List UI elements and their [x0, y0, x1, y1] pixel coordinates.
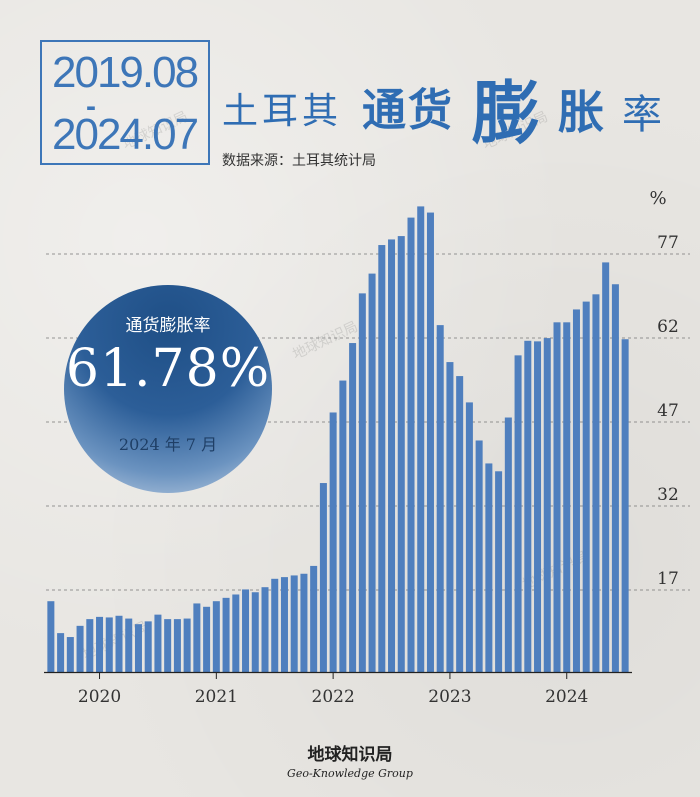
inflation-bar [475, 440, 483, 672]
title-part-swell: 胀 [558, 85, 604, 139]
inflation-bar [358, 293, 366, 672]
inflation-bar [465, 402, 473, 672]
inflation-bar [339, 380, 347, 672]
inflation-bar [105, 617, 113, 672]
inflation-bar [495, 471, 503, 672]
inflation-bar [212, 601, 220, 672]
title-part-rate: 率 [622, 92, 662, 138]
inflation-bar [261, 587, 269, 672]
inflation-bar [582, 301, 590, 672]
inflation-bar [57, 633, 65, 672]
inflation-bar [329, 412, 337, 672]
inflation-bar [397, 236, 405, 672]
inflation-bar [407, 217, 415, 672]
inflation-bar [47, 601, 55, 672]
inflation-bar [125, 618, 133, 672]
inflation-bar [456, 376, 464, 672]
inflation-bar [534, 341, 542, 672]
inflation-bar [611, 284, 619, 672]
inflation-bar [154, 614, 162, 672]
badge-value: 61.78% [65, 339, 271, 399]
inflation-bar [572, 309, 580, 672]
inflation-bar [543, 338, 551, 672]
inflation-bar [251, 592, 259, 672]
inflation-bar [388, 239, 396, 672]
y-tick-label: 17 [657, 569, 679, 589]
footer-brand: 地球知识局 [307, 745, 393, 765]
date-range-box: 2019.08 - 2024.07 [40, 40, 210, 165]
x-tick-label: 2023 [428, 687, 471, 707]
date-start: 2019.08 [52, 48, 199, 97]
inflation-bar [563, 322, 571, 672]
x-tick-label: 2021 [195, 687, 238, 707]
inflation-bar [115, 615, 123, 672]
inflation-bar [592, 294, 600, 672]
y-unit-label: % [649, 188, 666, 209]
inflation-bar [349, 343, 357, 672]
inflation-bar [524, 340, 532, 672]
x-tick-label: 2020 [78, 687, 121, 707]
inflation-bar [436, 325, 444, 672]
inflation-bar [319, 483, 327, 672]
inflation-bar [173, 619, 181, 672]
inflation-bar [310, 565, 318, 672]
inflation-bar [193, 603, 201, 672]
inflation-bar [144, 621, 152, 672]
inflation-bar [621, 339, 629, 672]
inflation-bar [446, 362, 454, 672]
inflation-bar [96, 616, 104, 672]
inflation-bar [553, 322, 561, 672]
inflation-bar [271, 578, 279, 672]
inflation-bar [602, 262, 610, 672]
inflation-bar [368, 273, 376, 672]
badge-title: 通货膨胀率 [125, 316, 211, 336]
inflation-bar [222, 597, 230, 672]
inflation-bar [86, 619, 94, 672]
latest-value-badge: 通货膨胀率 61.78% 2024 年 7 月 [64, 285, 272, 493]
footer: 地球知识局 Geo-Knowledge Group [0, 740, 700, 780]
inflation-bar [417, 206, 425, 672]
inflation-bar [76, 625, 84, 672]
date-dash: - [86, 90, 96, 123]
date-end: 2024.07 [52, 110, 199, 159]
x-tick-label: 2024 [545, 687, 588, 707]
y-tick-label: 77 [657, 233, 679, 253]
inflation-bar [232, 594, 240, 672]
inflation-bar [504, 417, 512, 672]
inflation-bar [514, 355, 522, 672]
title-part-currency: 通货 [362, 85, 454, 136]
inflation-bar [300, 573, 308, 672]
inflation-bar [378, 245, 386, 673]
inflation-bar [164, 619, 172, 672]
footer-brand-en: Geo-Knowledge Group [287, 767, 413, 780]
y-tick-label: 47 [657, 401, 679, 421]
inflation-bar [134, 624, 142, 672]
x-tick-label: 2022 [312, 687, 355, 707]
y-tick-label: 32 [657, 485, 679, 505]
inflation-bar [183, 618, 191, 672]
title-part-inflate: 膨 [472, 74, 541, 154]
chart-title: 土耳其 通货 膨 胀 率 [222, 66, 692, 156]
inflation-bar [485, 463, 493, 672]
inflation-bar [203, 606, 211, 672]
data-source: 数据来源：土耳其统计局 [222, 153, 376, 169]
inflation-bar [242, 589, 250, 672]
badge-date: 2024 年 7 月 [118, 435, 218, 454]
inflation-bar [290, 575, 298, 672]
title-part-country: 土耳其 [222, 91, 343, 132]
y-tick-label: 62 [657, 317, 679, 337]
inflation-bar [66, 637, 74, 672]
inflation-bar [280, 577, 288, 672]
inflation-bar [426, 212, 434, 672]
